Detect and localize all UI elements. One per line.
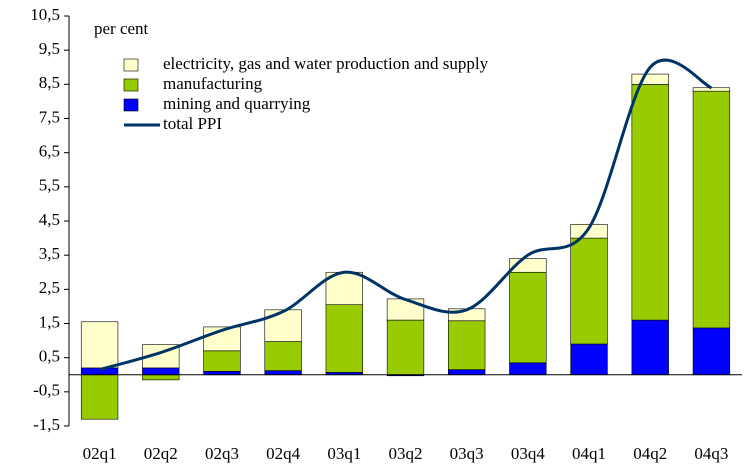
bar — [509, 271, 547, 364]
y-tick-label: 1,5 — [39, 312, 60, 331]
y-tick-label: -1,5 — [33, 415, 60, 434]
x-tick-label: 04q2 — [633, 444, 667, 463]
bar — [570, 237, 608, 345]
y-tick-label: 8,5 — [39, 73, 60, 92]
bar — [692, 90, 731, 329]
x-tick-label: 02q2 — [144, 444, 178, 463]
y-tick-label: 0,5 — [39, 347, 60, 366]
bar — [448, 320, 486, 370]
y-tick-label: 7,5 — [39, 107, 60, 126]
x-tick-label: 02q4 — [266, 444, 301, 463]
legend-label: mining and quarrying — [163, 94, 311, 113]
line — [99, 58, 713, 372]
legend-label: electricity, gas and water production an… — [163, 54, 489, 73]
legend-label: total PPI — [163, 114, 222, 133]
x-tick-label: 03q3 — [450, 444, 484, 463]
y-tick-label: 3,5 — [39, 244, 60, 263]
bar — [80, 374, 119, 420]
bar — [631, 84, 669, 321]
x-tick-label: 04q3 — [694, 444, 728, 463]
y-tick-label: -0,5 — [33, 381, 60, 400]
x-tick-label: 03q4 — [511, 444, 546, 463]
bar — [142, 367, 180, 376]
bar — [386, 298, 425, 321]
bar — [692, 327, 731, 376]
bar — [264, 341, 302, 371]
y-tick-label: 4,5 — [39, 210, 60, 229]
x-tick-label: 04q1 — [572, 444, 606, 463]
bar — [448, 369, 486, 376]
x-tick-label: 03q1 — [327, 444, 361, 463]
y-tick-label: 10,5 — [30, 5, 60, 24]
bar — [509, 362, 547, 376]
legend-swatch — [123, 98, 139, 112]
bar — [80, 321, 119, 369]
bar — [570, 343, 608, 376]
bar — [570, 224, 608, 239]
bar — [142, 374, 180, 381]
unit-label: per cent — [94, 19, 149, 38]
x-tick-label: 02q3 — [205, 444, 239, 463]
bar — [203, 371, 241, 376]
legend-swatch — [123, 78, 139, 92]
y-tick-label: 6,5 — [39, 142, 60, 161]
legend-label: manufacturing — [163, 74, 263, 93]
bar — [386, 319, 425, 376]
x-tick-label: 03q2 — [389, 444, 423, 463]
x-tick-label: 02q1 — [83, 444, 117, 463]
bar — [631, 73, 669, 85]
y-tick-label: 9,5 — [39, 39, 60, 58]
bar — [264, 370, 302, 376]
bar — [631, 319, 669, 376]
bar — [692, 87, 731, 92]
bar — [325, 304, 363, 373]
bar — [203, 350, 241, 372]
bar — [264, 309, 302, 342]
y-tick-label: 2,5 — [39, 278, 60, 297]
y-tick-label: 5,5 — [39, 176, 60, 195]
legend-swatch — [123, 58, 139, 72]
